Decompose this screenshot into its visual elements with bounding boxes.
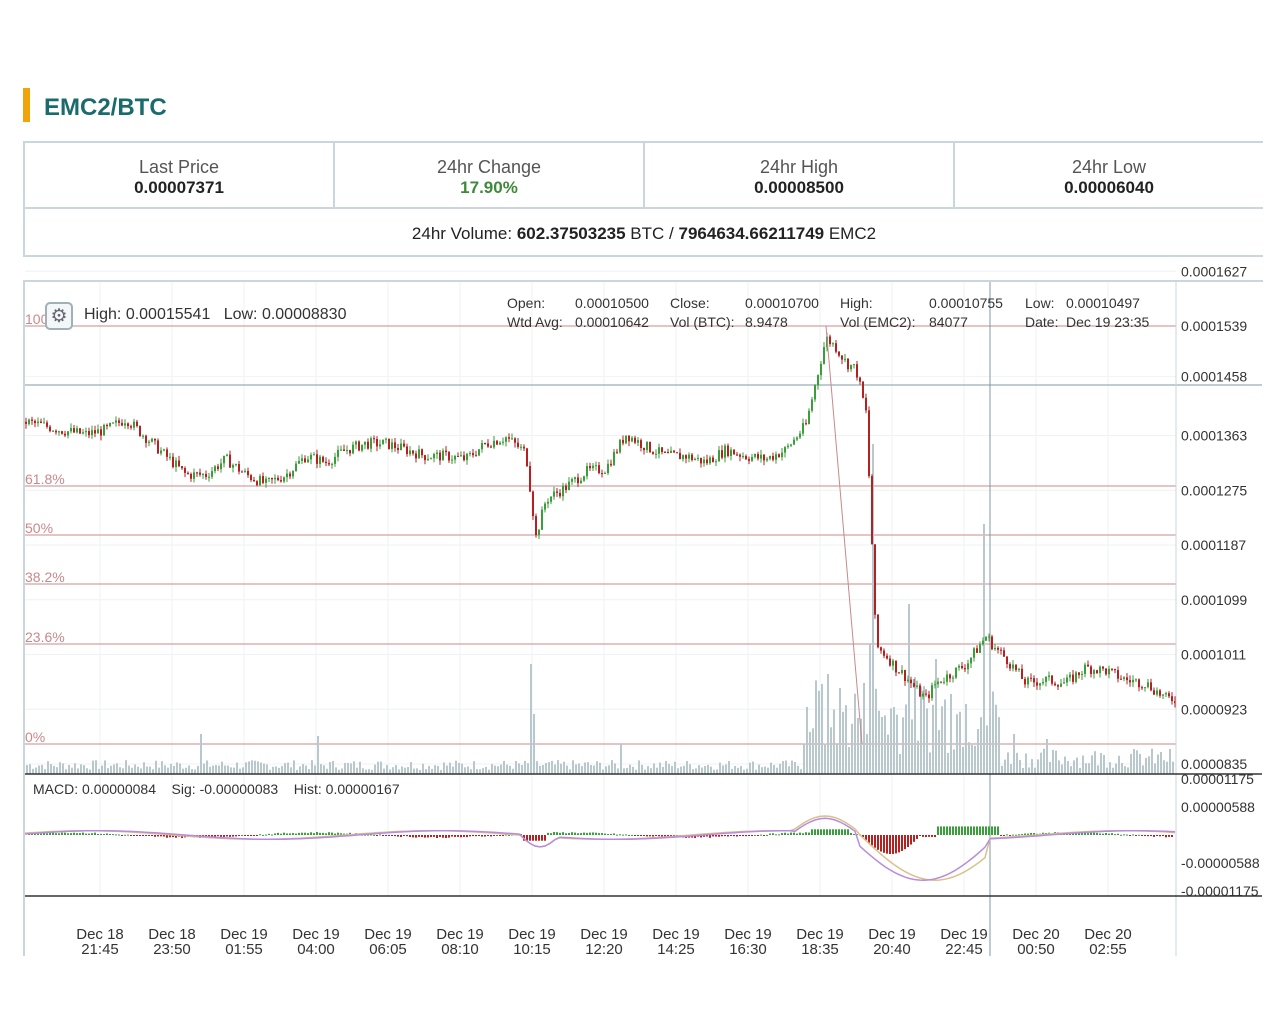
volume-emc2: 7964634.66211749 [678,224,825,243]
range-low-label: Low: [223,306,258,323]
stat-label: 24hr Low [1071,157,1147,177]
hist-label: Hist: [293,781,322,797]
chart-panel[interactable] [23,280,1263,956]
ohlc-date: Dec 19 23:35 [1066,314,1150,330]
stat-value: 0.00008500 [754,178,844,197]
stat-last-price: Last Price 0.00007371 [25,143,335,207]
volume-separator: / [669,224,674,243]
ohlc-volemc: 84077 [929,314,968,330]
volume-label: 24hr Volume: [411,224,513,243]
gear-icon[interactable]: ⚙ [45,302,73,330]
stat-24hr-high: 24hr High 0.00008500 [645,143,955,207]
range-high: 0.00015541 [125,306,211,323]
stat-label: Last Price [138,157,220,177]
ohlc-date-label: Date: [1025,314,1059,330]
range-low: 0.00008830 [261,306,347,323]
stat-value: 0.00007371 [134,178,224,197]
ohlc-close-label: Close: [670,295,710,311]
ohlc-volemc-label: Vol (EMC2): [840,314,916,330]
range-high-label: High: [84,306,122,323]
ohlc-close: 0.00010700 [745,295,819,311]
sig-label: Sig: [171,781,196,797]
stat-label: 24hr High [759,157,839,177]
ohlc-low-label: Low: [1025,295,1055,311]
stat-label: 24hr Change [436,157,542,177]
sig-value: -0.00000083 [199,781,279,797]
ohlc-high: 0.00010755 [929,295,1003,311]
ohlc-high-label: High: [840,295,873,311]
volume-emc2-unit: EMC2 [828,224,877,243]
macd-label: MACD: [33,781,79,797]
ohlc-wtd: 0.00010642 [575,314,649,330]
range-readout: High: 0.00015541 Low: 0.00008830 [84,306,346,324]
macd-readout: MACD: 0.00000084 Sig: -0.00000083 Hist: … [33,781,400,797]
ohlc-open-label: Open: [507,295,546,311]
ohlc-low: 0.00010497 [1066,295,1140,311]
price-axis-label: 0.0001627 [1181,263,1247,279]
hist-value: 0.00000167 [325,781,400,797]
stat-24hr-low: 24hr Low 0.00006040 [955,143,1263,207]
ohlc-open: 0.00010500 [575,295,649,311]
ohlc-wtd-label: Wtd Avg: [507,314,563,330]
stats-panel: Last Price 0.00007371 24hr Change 17.90%… [23,141,1263,209]
macd-value: 0.00000084 [82,781,156,797]
ohlc-volbtc-label: Vol (BTC): [670,314,735,330]
page-title: EMC2/BTC [44,94,167,121]
ohlc-volbtc: 8.9478 [745,314,788,330]
volume-bar: 24hr Volume: 602.37503235 BTC / 7964634.… [23,208,1263,257]
stat-24hr-change: 24hr Change 17.90% [335,143,645,207]
title-accent-bar [23,88,30,122]
volume-btc-unit: BTC [630,224,665,243]
stat-value: 17.90% [460,178,518,197]
stat-value: 0.00006040 [1064,178,1154,197]
volume-btc: 602.37503235 [516,224,626,243]
